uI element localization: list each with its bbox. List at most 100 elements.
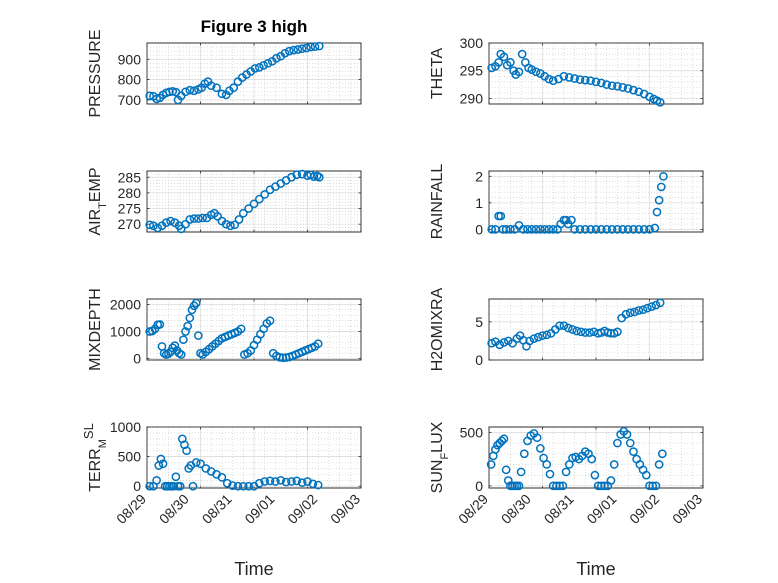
data-point xyxy=(497,436,507,446)
data-points xyxy=(487,171,668,234)
axes-border xyxy=(488,298,704,361)
data-point xyxy=(558,481,568,491)
data-point xyxy=(149,221,158,231)
data-point xyxy=(496,211,506,221)
data-point xyxy=(559,71,569,81)
data-point xyxy=(655,97,665,107)
data-point xyxy=(309,172,319,181)
data-point xyxy=(145,220,155,230)
data-point xyxy=(544,224,554,234)
x-tick-label: 08/30 xyxy=(498,491,534,527)
data-point xyxy=(194,331,203,340)
data-point xyxy=(570,224,579,234)
data-point xyxy=(622,430,632,439)
data-point xyxy=(655,298,665,308)
data-point xyxy=(602,80,612,89)
data-point xyxy=(542,330,552,340)
axes-border xyxy=(146,170,362,233)
data-point xyxy=(221,219,231,229)
x-tick-label: 08/31 xyxy=(541,491,577,527)
data-point xyxy=(161,218,171,227)
data-point xyxy=(540,71,549,81)
data-point xyxy=(523,224,532,234)
y-axis-label-part: RAINFALL xyxy=(429,164,446,240)
y-axis-label-part: SL xyxy=(81,423,96,439)
data-point xyxy=(540,224,549,234)
y-axis-label: AIRTEMP xyxy=(87,167,109,235)
y-axis-label-part: EMP xyxy=(87,167,104,202)
data-point xyxy=(181,327,190,336)
data-point xyxy=(158,459,168,469)
data-point xyxy=(228,481,237,490)
data-point xyxy=(188,481,198,491)
data-point xyxy=(542,460,552,469)
data-point xyxy=(280,48,290,58)
data-point xyxy=(519,449,529,459)
data-point xyxy=(236,324,246,334)
data-point xyxy=(297,169,307,179)
data-point xyxy=(292,170,302,180)
data-point xyxy=(548,76,558,86)
data-point xyxy=(643,303,652,313)
data-point xyxy=(538,331,547,340)
y-axis-label-part: F xyxy=(439,453,451,460)
data-point xyxy=(263,58,273,68)
data-point xyxy=(501,465,511,475)
data-point xyxy=(153,223,163,233)
y-axis-label-part: AIR xyxy=(87,209,104,236)
data-point xyxy=(630,307,639,317)
data-point xyxy=(609,460,619,469)
data-point xyxy=(495,340,505,350)
data-point xyxy=(621,309,631,319)
data-point xyxy=(272,53,281,63)
x-tick-label: 09/03 xyxy=(669,491,705,527)
data-point xyxy=(527,224,537,234)
data-point xyxy=(255,194,264,204)
data-point xyxy=(568,325,577,334)
data-point xyxy=(314,172,324,182)
data-point xyxy=(145,481,155,491)
data-point xyxy=(503,476,513,485)
data-point xyxy=(171,472,181,482)
y-axis-label-part: M xyxy=(97,439,109,448)
data-point xyxy=(647,302,656,311)
data-point xyxy=(289,45,298,55)
y-axis-label: RAINFALL xyxy=(429,164,446,240)
y-tick-label: 900 xyxy=(118,51,142,67)
data-point xyxy=(244,204,253,213)
data-point xyxy=(170,341,180,350)
x-tick-label: 08/30 xyxy=(156,491,192,527)
subplot-1: 700 800 900 PRESSURE Figure 3 high xyxy=(87,17,362,118)
data-point xyxy=(503,336,513,346)
data-points xyxy=(486,426,667,491)
data-point xyxy=(499,52,509,62)
data-point xyxy=(629,224,638,234)
y-axis-label: SUNFLUX xyxy=(429,421,451,493)
x-tick-label: 08/31 xyxy=(199,491,235,527)
data-point xyxy=(532,433,542,443)
x-axis-label: Time xyxy=(234,559,273,579)
y-tick-label: 300 xyxy=(460,35,484,51)
data-point xyxy=(182,446,191,456)
data-point xyxy=(618,83,628,92)
y-tick-label: 500 xyxy=(118,449,142,465)
data-point xyxy=(238,208,248,218)
y-axis-label-part: H2OMIXRA xyxy=(429,287,446,371)
axes-root: 700 800 900 PRESSURE Figure 3 high 290 295 300 T… xyxy=(81,17,706,579)
y-axis-label: MIXDEPTH xyxy=(87,288,104,371)
y-axis-label-part: TERR xyxy=(87,448,104,492)
data-point xyxy=(250,64,260,73)
data-point xyxy=(499,434,509,444)
data-point xyxy=(230,220,240,230)
y-axis-label-part: PRESSURE xyxy=(87,29,104,117)
y-axis-label: TERRMSL xyxy=(81,423,110,492)
data-point xyxy=(645,224,654,234)
data-point xyxy=(575,75,585,84)
data-point xyxy=(613,224,622,234)
data-point xyxy=(164,349,173,359)
data-point xyxy=(580,328,590,337)
y-axis-label-part: THETA xyxy=(429,48,446,100)
data-point xyxy=(255,478,264,488)
data-point xyxy=(652,207,662,217)
data-point xyxy=(517,49,527,59)
